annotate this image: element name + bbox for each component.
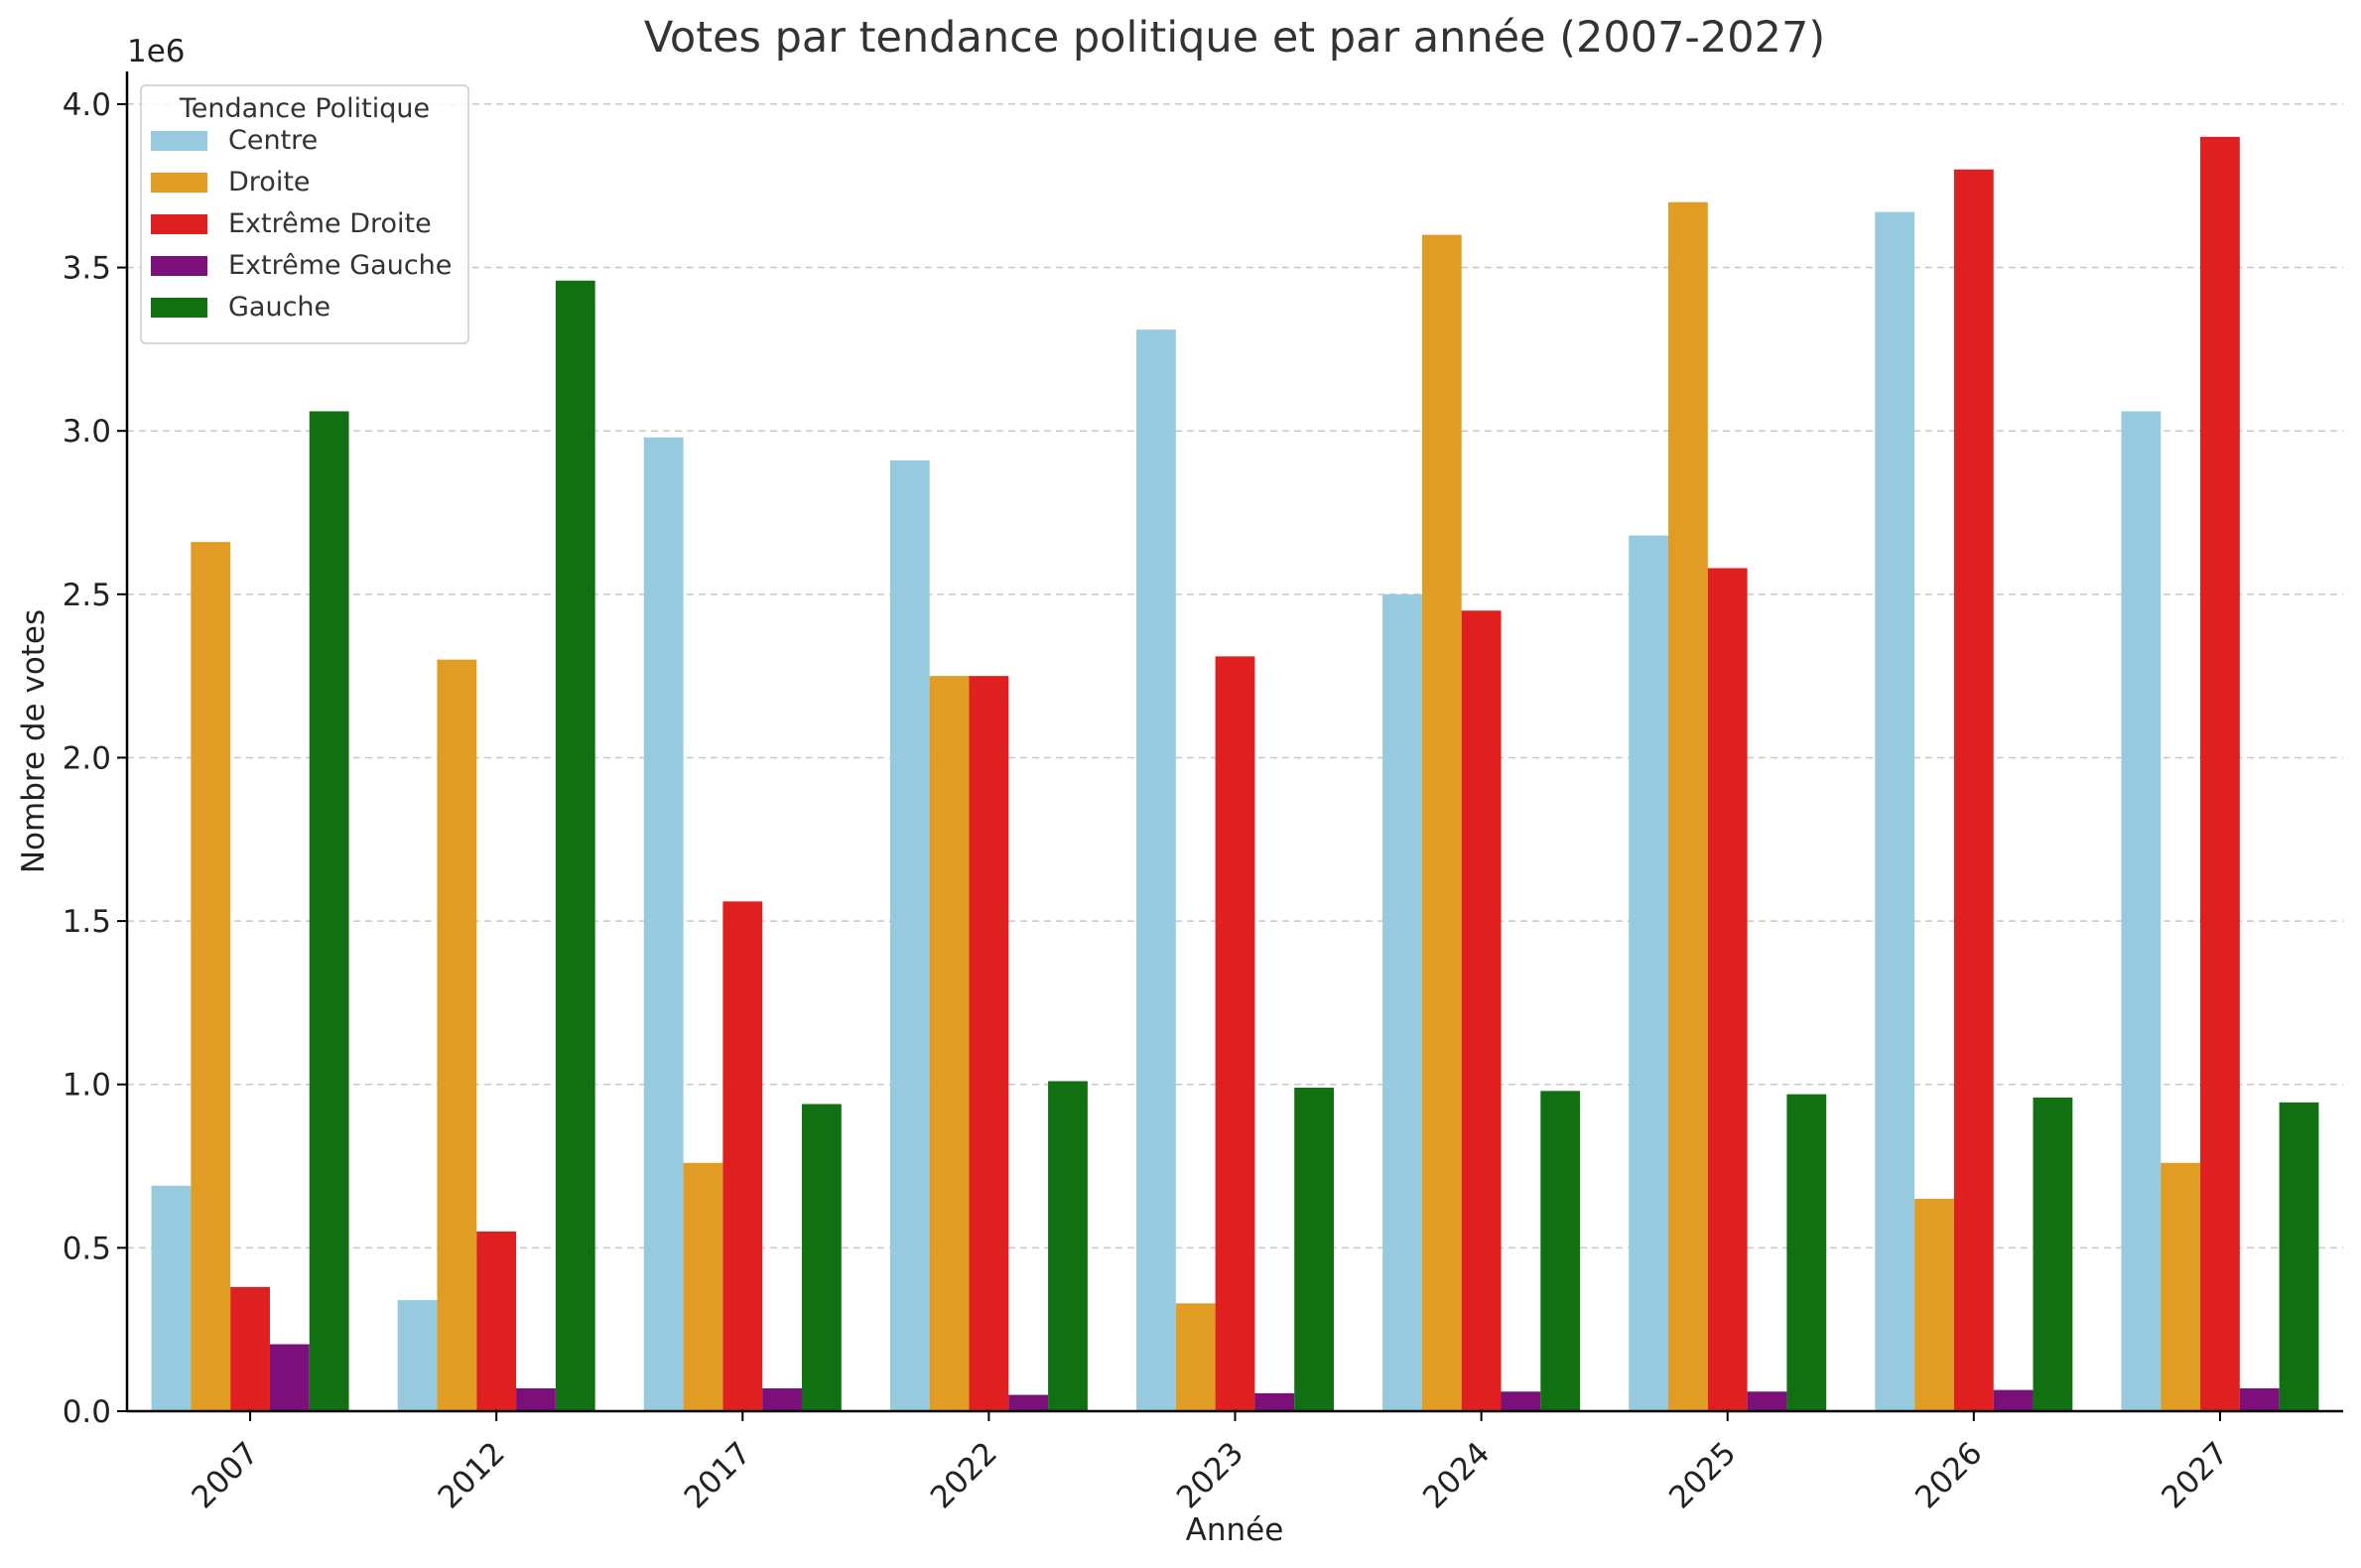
- bar: [309, 411, 349, 1411]
- bar: [643, 437, 684, 1411]
- y-tick-label: 0.0: [63, 1394, 111, 1430]
- bar: [2239, 1387, 2280, 1411]
- x-tick-label: 2017: [678, 1435, 758, 1515]
- bar: [555, 280, 595, 1412]
- y-tick-label: 1.0: [63, 1068, 111, 1104]
- legend-swatch: [151, 256, 207, 276]
- x-tick-label: 2023: [1170, 1435, 1250, 1515]
- legend-swatch: [151, 214, 207, 234]
- bar: [2033, 1097, 2073, 1411]
- x-axis-label: Année: [1186, 1512, 1284, 1548]
- x-tick-label: 2007: [185, 1435, 265, 1515]
- bar: [397, 1300, 438, 1411]
- bar: [1294, 1088, 1334, 1411]
- bar: [929, 676, 970, 1411]
- bar: [2121, 411, 2162, 1411]
- bar: [1993, 1389, 2033, 1411]
- bar: [801, 1104, 842, 1411]
- bar: [1382, 593, 1422, 1411]
- y-axis-label: Nombre de votes: [16, 609, 52, 873]
- bar: [437, 659, 477, 1411]
- bar: [1136, 329, 1176, 1411]
- bar: [1501, 1391, 1541, 1411]
- y-tick-label: 1.5: [63, 904, 111, 940]
- bar: [1747, 1391, 1787, 1411]
- bar: [1175, 1303, 1216, 1411]
- y-tick-label: 2.5: [63, 578, 111, 613]
- y-ticks: 0.0 0.5 1.0 1.5 2.0 2.5 3.0 3.5 4.0: [63, 87, 127, 1430]
- x-tick-label: 2026: [1908, 1435, 1989, 1515]
- bar: [1953, 169, 1994, 1411]
- y-offset-label: 1e6: [127, 34, 186, 69]
- legend: Tendance Politique Centre Droite Extrême D…: [140, 84, 469, 344]
- bar: [2279, 1102, 2319, 1411]
- y-tick-label: 2.0: [63, 740, 111, 776]
- legend-items: Centre Droite Extrême Droite Extrême Gauche…: [151, 125, 452, 323]
- bar: [2161, 1162, 2201, 1411]
- y-tick-label: 3.0: [63, 414, 111, 450]
- y-tick-label: 0.5: [63, 1231, 111, 1266]
- y-tick-label: 3.5: [63, 251, 111, 287]
- bar: [683, 1162, 723, 1411]
- legend-label: Gauche: [228, 292, 330, 323]
- bar: [722, 901, 763, 1411]
- bar: [1786, 1094, 1827, 1411]
- bar: [1668, 201, 1708, 1412]
- bar: [762, 1387, 802, 1411]
- bar: [230, 1286, 270, 1411]
- legend-title: Tendance Politique: [179, 93, 430, 124]
- bar: [1707, 568, 1748, 1411]
- legend-swatch: [151, 173, 207, 193]
- bar: [1629, 535, 1669, 1411]
- bar: [889, 459, 930, 1412]
- bar: [191, 542, 231, 1411]
- bar: [1540, 1091, 1581, 1411]
- bar: [1875, 211, 1915, 1412]
- y-tick-label: 4.0: [63, 87, 111, 123]
- bar: [151, 1185, 192, 1411]
- legend-swatch: [151, 131, 207, 151]
- bar: [1461, 610, 1502, 1411]
- legend-swatch: [151, 298, 207, 318]
- bar: [1215, 656, 1255, 1411]
- x-tick-label: 2012: [432, 1435, 512, 1515]
- chart-title: Votes par tendance politique et par anné…: [644, 13, 1825, 63]
- bar: [969, 676, 1009, 1411]
- bar: [1421, 234, 1462, 1411]
- bar: [1048, 1081, 1088, 1411]
- bar: [269, 1344, 310, 1411]
- x-tick-label: 2025: [1662, 1435, 1743, 1515]
- bar: [516, 1387, 556, 1411]
- x-tick-label: 2024: [1416, 1435, 1497, 1515]
- x-tick-label: 2022: [924, 1435, 1004, 1515]
- bar: [476, 1231, 517, 1411]
- bar: [2200, 136, 2240, 1412]
- x-ticks: 2007 2012 2017 2022 2023 2024 2025 2026 2027: [185, 1411, 2236, 1515]
- x-tick-label: 2027: [2155, 1435, 2235, 1515]
- legend-label: Extrême Gauche: [228, 250, 452, 281]
- legend-label: Extrême Droite: [228, 208, 432, 239]
- bar: [1254, 1392, 1295, 1411]
- bar: [1914, 1198, 1954, 1411]
- legend-label: Centre: [228, 125, 318, 156]
- legend-label: Droite: [228, 167, 311, 197]
- legend-box: [140, 84, 469, 344]
- bar: [1008, 1394, 1049, 1411]
- bars: [151, 136, 2319, 1412]
